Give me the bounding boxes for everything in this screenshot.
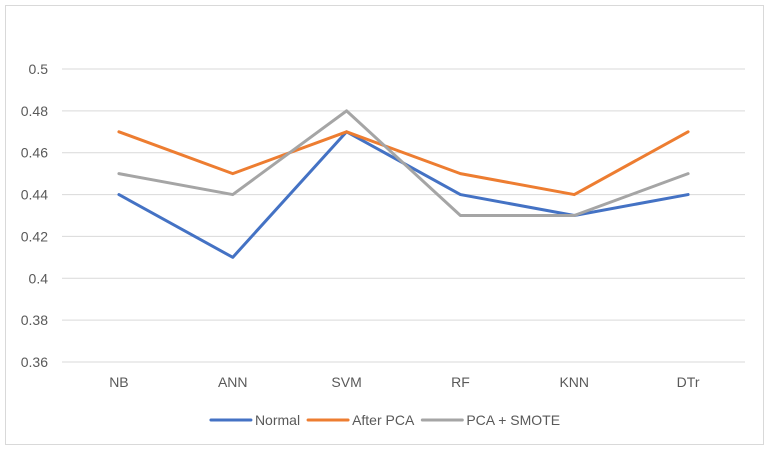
y-tick-label: 0.38 bbox=[21, 312, 48, 328]
data-point bbox=[687, 194, 689, 196]
legend-label: After PCA bbox=[352, 412, 415, 428]
data-point bbox=[346, 110, 348, 112]
data-point bbox=[687, 173, 689, 175]
y-tick-label: 0.48 bbox=[21, 103, 48, 119]
y-tick-label: 0.4 bbox=[29, 270, 49, 286]
legend: Normal After PCA PCA + SMOTE bbox=[209, 412, 560, 428]
y-tick-label: 0.46 bbox=[21, 145, 48, 161]
legend-label: PCA + SMOTE bbox=[466, 412, 560, 428]
x-tick-label: RF bbox=[451, 374, 470, 390]
x-tick-label: SVM bbox=[331, 374, 361, 390]
data-point bbox=[118, 194, 120, 196]
y-tick-label: 0.36 bbox=[21, 354, 48, 370]
data-point bbox=[459, 215, 461, 216]
data-point bbox=[118, 173, 120, 175]
gridlines bbox=[62, 68, 745, 363]
legend-label: Normal bbox=[255, 412, 300, 428]
series-lines bbox=[117, 109, 690, 259]
y-tick-label: 0.5 bbox=[29, 61, 49, 77]
y-tick-label: 0.44 bbox=[21, 187, 48, 203]
chart-frame bbox=[5, 5, 764, 445]
x-tick-label: KNN bbox=[559, 374, 589, 390]
data-point bbox=[573, 215, 575, 216]
data-point bbox=[232, 256, 234, 258]
data-point bbox=[232, 194, 234, 196]
x-tick-label: DTr bbox=[677, 374, 700, 390]
data-point bbox=[687, 131, 689, 133]
x-axis-ticks: NB ANN SVM RF KNN DTr bbox=[109, 374, 700, 390]
data-point bbox=[118, 131, 120, 133]
data-point bbox=[232, 173, 234, 175]
series-line-after-pca bbox=[117, 130, 690, 197]
y-axis-ticks: 0.36 0.38 0.4 0.42 0.44 0.46 0.48 0.5 bbox=[21, 61, 48, 370]
x-tick-label: NB bbox=[109, 374, 128, 390]
data-point bbox=[573, 194, 575, 196]
x-tick-label: ANN bbox=[218, 374, 248, 390]
data-point bbox=[346, 131, 348, 133]
data-point bbox=[459, 194, 461, 196]
y-tick-label: 0.42 bbox=[21, 228, 48, 244]
data-point bbox=[459, 173, 461, 175]
series-line-pca-smote bbox=[117, 109, 690, 217]
